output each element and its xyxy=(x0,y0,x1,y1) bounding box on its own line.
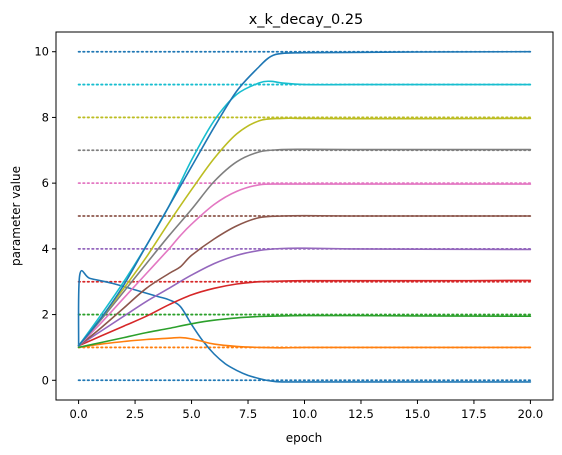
series-line-9 xyxy=(77,80,532,347)
chart-title: x_k_decay_0.25 xyxy=(249,12,364,28)
x-tick-label: 0.0 xyxy=(69,407,87,421)
series-line-0 xyxy=(77,269,532,383)
series-line-2 xyxy=(77,314,532,349)
x-tick-label: 7.5 xyxy=(239,407,257,421)
series-line-10 xyxy=(77,50,532,347)
x-tick-label: 20.0 xyxy=(518,407,544,421)
x-axis-label: epoch xyxy=(286,431,323,445)
x-tick-label: 2.5 xyxy=(126,407,144,421)
y-tick-label: 10 xyxy=(34,45,49,59)
x-tick-label: 12.5 xyxy=(348,407,374,421)
x-tick-label: 10.0 xyxy=(292,407,318,421)
series-line-4 xyxy=(77,247,532,347)
y-axis-label: parameter value xyxy=(9,166,23,266)
x-tick-label: 17.5 xyxy=(461,407,487,421)
series-line-8 xyxy=(77,117,532,347)
x-tick-label: 15.0 xyxy=(405,407,431,421)
series-line-3 xyxy=(77,279,532,347)
series-line-1 xyxy=(77,336,532,349)
series-line-6 xyxy=(77,183,532,347)
y-tick-label: 4 xyxy=(42,242,49,256)
y-tick-label: 8 xyxy=(42,110,49,124)
series-line-5 xyxy=(77,214,532,347)
x-tick-label: 5.0 xyxy=(182,407,200,421)
x-axis-ticks: 0.0 2.5 5.0 7.5 10.0 12.5 15.0 17.5 20.0 xyxy=(69,400,543,421)
y-tick-label: 6 xyxy=(42,176,49,190)
y-tick-label: 0 xyxy=(42,373,49,387)
y-axis-ticks: 0 2 4 6 8 10 xyxy=(34,45,56,387)
series-line-7 xyxy=(77,148,532,347)
series-lines xyxy=(77,50,532,383)
y-tick-label: 2 xyxy=(42,308,49,322)
